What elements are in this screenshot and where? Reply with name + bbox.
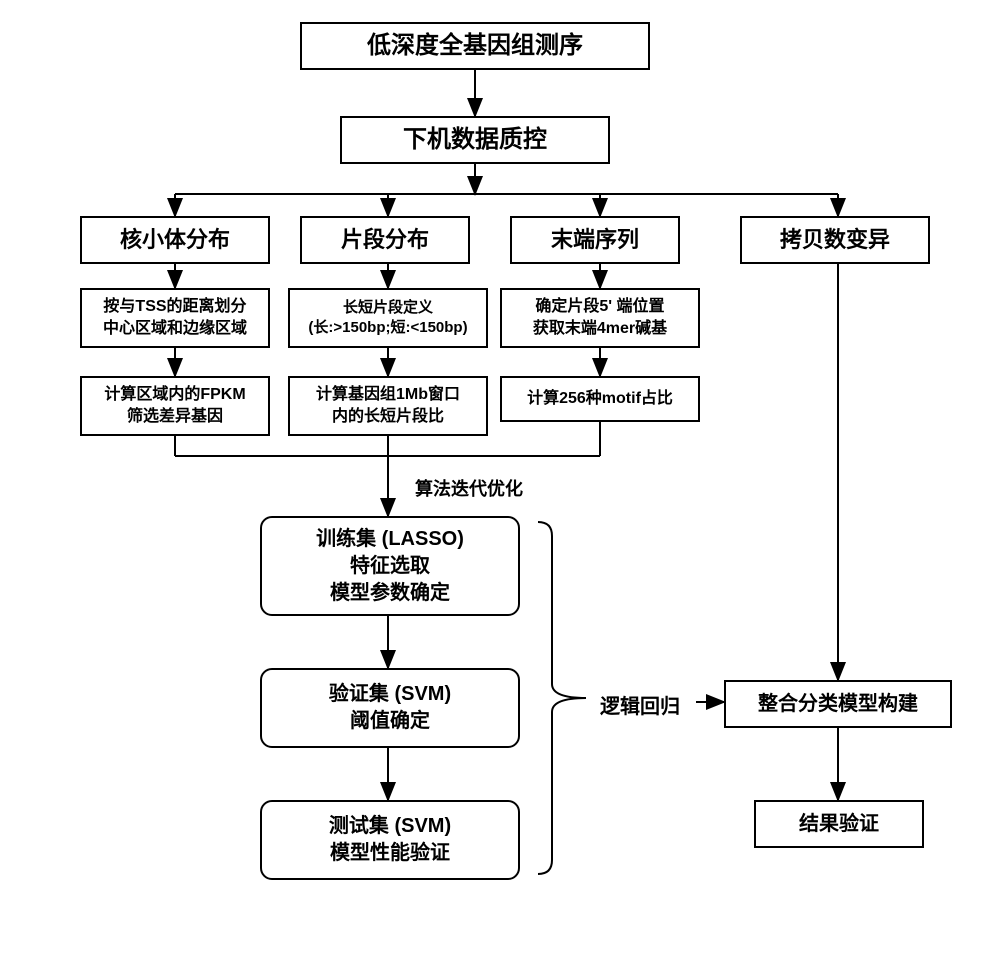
right-box-2: 结果验证 [754, 800, 924, 848]
mid-box-2: 验证集 (SVM)阈值确定 [260, 668, 520, 748]
col3-box1: 确定片段5' 端位置获取末端4mer碱基 [500, 288, 700, 348]
col1-header: 核小体分布 [80, 216, 270, 264]
col3-box2: 计算256种motif占比 [500, 376, 700, 422]
mid-box-1: 训练集 (LASSO)特征选取模型参数确定 [260, 516, 520, 616]
col1-box2: 计算区域内的FPKM筛选差异基因 [80, 376, 270, 436]
col2-header: 片段分布 [300, 216, 470, 264]
col2-box2: 计算基因组1Mb窗口内的长短片段比 [288, 376, 488, 436]
logit-label: 逻辑回归 [600, 690, 680, 719]
node-top-1: 低深度全基因组测序 [300, 22, 650, 70]
col1-box1: 按与TSS的距离划分中心区域和边缘区域 [80, 288, 270, 348]
col3-header: 末端序列 [510, 216, 680, 264]
col2-box1: 长短片段定义(长:>150bp;短:<150bp) [288, 288, 488, 348]
node-top-2: 下机数据质控 [340, 116, 610, 164]
iter-label: 算法迭代优化 [415, 475, 523, 501]
right-box-1: 整合分类模型构建 [724, 680, 952, 728]
mid-box-3: 测试集 (SVM)模型性能验证 [260, 800, 520, 880]
col4-header: 拷贝数变异 [740, 216, 930, 264]
